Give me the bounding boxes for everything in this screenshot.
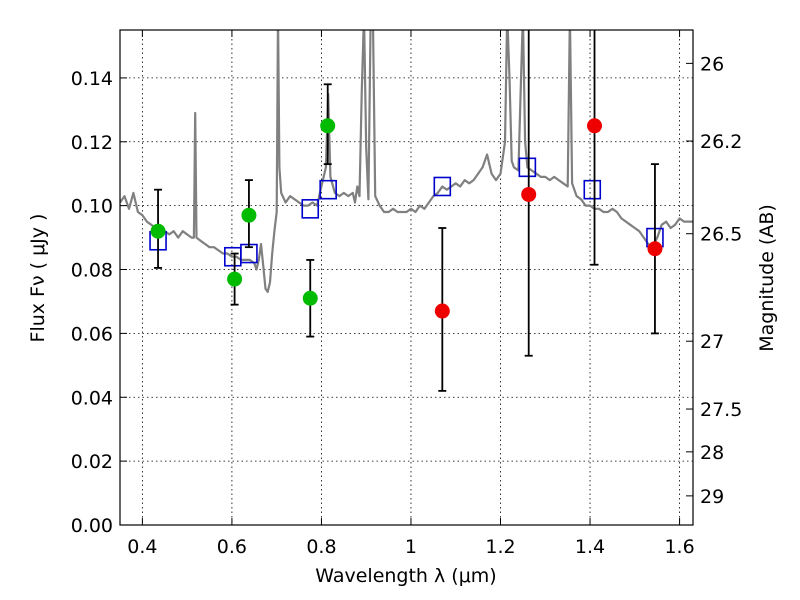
- model-photometry-point: [301, 199, 320, 219]
- model-photometry-point: [583, 179, 602, 200]
- x-tick-label: 0.8: [306, 536, 336, 558]
- right-tick-label: 26: [700, 53, 724, 75]
- y-tick-label: 0.10: [71, 196, 113, 218]
- y-tick-label: 0.02: [71, 451, 113, 473]
- right-tick-label: 28: [700, 442, 724, 464]
- x-axis-label: Wavelength λ (μm): [315, 565, 496, 587]
- y-tick-label: 0.12: [71, 132, 113, 154]
- y-tick-label: 0.00: [71, 515, 113, 537]
- axis-ticks: 0.4 0.6 0.8 1 1.2 1.4 1.6 0.00 0.02 0.04 0.06 0.08 0…: [71, 30, 742, 558]
- photometry-point: [521, 186, 537, 202]
- x-tick-label: 0.6: [217, 536, 247, 558]
- right-tick-label: 26.5: [700, 224, 742, 246]
- model-photometry-point: [433, 176, 452, 197]
- photometry-point: [434, 303, 450, 319]
- photometry-point: [647, 241, 663, 257]
- right-tick-label: 26.2: [700, 131, 742, 153]
- grid: [120, 30, 693, 525]
- y-tick-label: 0.04: [71, 387, 113, 409]
- model-photometry-point: [319, 179, 337, 200]
- plot-series: [120, 30, 693, 392]
- x-tick-label: 1.6: [664, 536, 694, 558]
- right-axis-label: Magnitude (AB): [756, 204, 778, 352]
- y-tick-label: 0.06: [71, 323, 113, 345]
- right-tick-label: 27: [700, 331, 724, 353]
- photometry-point: [241, 207, 257, 223]
- photometry-point: [302, 290, 318, 306]
- x-tick-label: 1.4: [575, 536, 605, 558]
- right-tick-label: 27.5: [700, 399, 742, 421]
- photometry-point: [227, 271, 243, 287]
- plot-frame: [119, 29, 694, 526]
- x-tick-label: 1.2: [485, 536, 515, 558]
- model-photometry-point: [518, 157, 537, 178]
- y-tick-label: 0.14: [71, 68, 113, 90]
- photometry-point: [587, 118, 603, 134]
- x-tick-label: 1: [405, 536, 417, 558]
- x-tick-label: 0.4: [127, 536, 157, 558]
- y-tick-label: 0.08: [71, 260, 113, 282]
- photometry-point: [150, 223, 166, 239]
- right-tick-label: 29: [700, 486, 724, 508]
- photometry-point: [320, 118, 336, 134]
- y-axis-label: Flux Fν ( μJy ): [27, 214, 49, 343]
- model-sed-line: [120, 30, 693, 293]
